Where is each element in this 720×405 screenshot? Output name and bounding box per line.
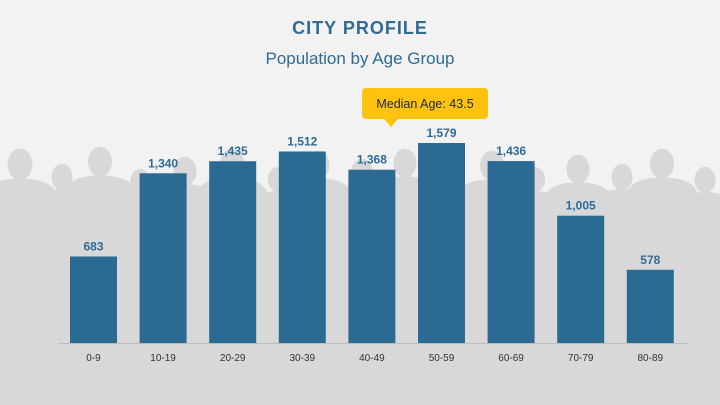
bar-10-19 (139, 173, 187, 343)
x-tick-label: 20-29 (220, 353, 246, 364)
bar-40-49 (348, 169, 396, 343)
bar-30-39 (278, 151, 326, 343)
bar-70-79 (557, 215, 605, 343)
callout-tail (384, 119, 398, 127)
bar-value-label: 1,436 (496, 144, 526, 158)
bar-value-label: 683 (83, 239, 103, 253)
bar-value-label: 1,512 (287, 134, 317, 148)
bar-60-69 (487, 161, 535, 343)
x-tick-label: 10-19 (150, 353, 176, 364)
callout-text: Median Age: 43.5 (376, 96, 474, 111)
bar-0-9 (70, 256, 117, 343)
bar-value-label: 1,579 (426, 126, 456, 140)
bar-value-label: 1,435 (218, 144, 248, 158)
x-tick-label: 0-9 (86, 353, 101, 364)
bar-50-59 (418, 143, 465, 343)
bar-80-89 (626, 269, 674, 343)
x-tick-label: 60-69 (498, 353, 524, 364)
bar-value-label: 578 (640, 253, 660, 267)
bar-value-label: 1,368 (357, 153, 387, 167)
bar-value-label: 1,340 (148, 156, 178, 170)
x-tick-label: 30-39 (290, 353, 316, 364)
page-title: CITY PROFILE (292, 18, 428, 38)
x-tick-label: 40-49 (359, 353, 385, 364)
chart-subtitle: Population by Age Group (265, 49, 455, 68)
bar-20-29 (209, 161, 257, 343)
x-tick-label: 50-59 (429, 353, 455, 364)
x-tick-label: 80-89 (638, 353, 664, 364)
x-tick-label: 70-79 (568, 353, 594, 364)
bar-value-label: 1,005 (566, 199, 596, 213)
median-age-callout: Median Age: 43.5 (362, 88, 488, 119)
